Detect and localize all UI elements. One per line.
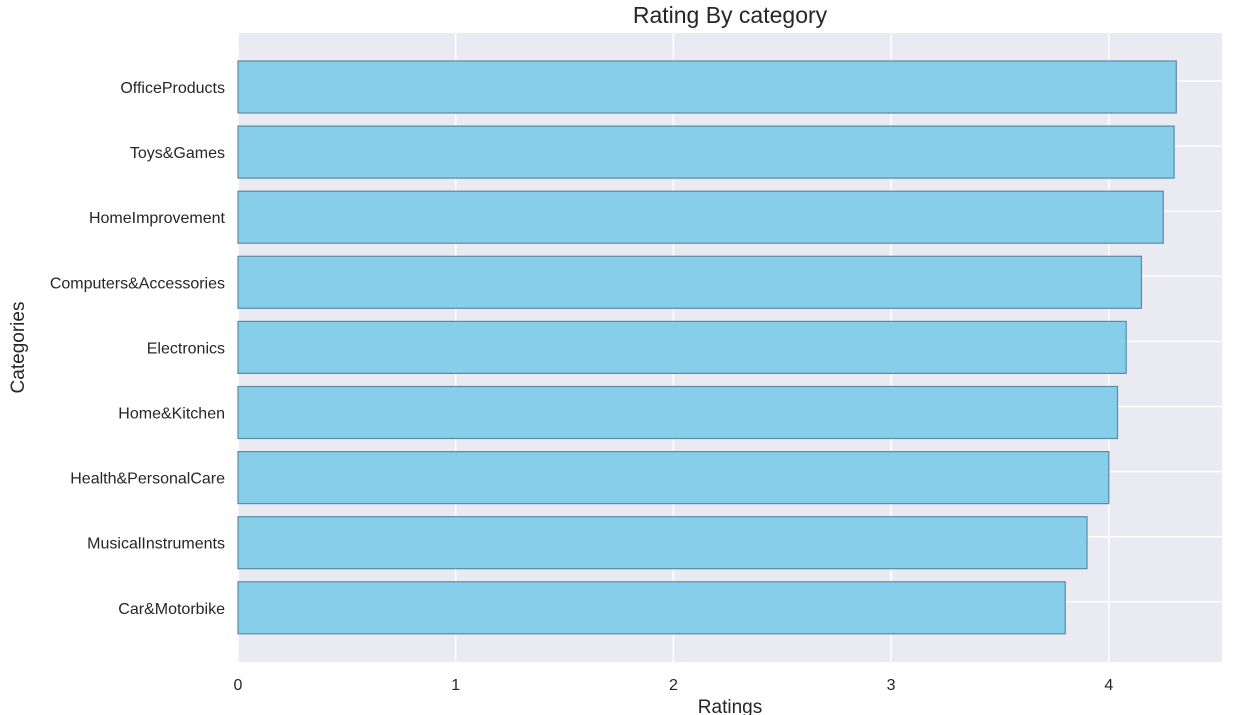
y-tick-label: Electronics bbox=[147, 340, 225, 357]
bar-electronics bbox=[237, 320, 1127, 374]
y-tick-label: Computers&Accessories bbox=[50, 275, 225, 292]
y-tick-label: Health&PersonalCare bbox=[70, 471, 225, 488]
x-tick-label: 0 bbox=[234, 677, 243, 694]
y-tick-label: Toys&Games bbox=[130, 145, 225, 162]
bar-homeimprovement bbox=[237, 190, 1164, 244]
bar-officeproducts bbox=[237, 60, 1177, 114]
bar-home-kitchen bbox=[237, 385, 1119, 440]
bar-toys-games bbox=[237, 125, 1175, 179]
x-tick-label: 1 bbox=[451, 677, 460, 694]
y-tick-label: Car&Motorbike bbox=[118, 601, 225, 618]
x-axis-label: Ratings bbox=[698, 697, 762, 715]
bar-musicalinstruments bbox=[237, 516, 1088, 570]
x-tick-label: 3 bbox=[887, 677, 896, 694]
y-tick-labels: OfficeProducts Toys&Games HomeImprovement C… bbox=[50, 80, 226, 618]
x-tick-label: 2 bbox=[669, 677, 678, 694]
y-tick-label: OfficeProducts bbox=[120, 80, 225, 97]
y-axis-label: Categories bbox=[8, 302, 29, 394]
bar-health-personalcare bbox=[237, 451, 1110, 505]
y-tick-label: HomeImprovement bbox=[89, 210, 226, 227]
bars-group bbox=[237, 60, 1177, 635]
bar-car-motorbike bbox=[237, 581, 1066, 635]
x-tick-labels: 0 1 2 3 4 bbox=[234, 677, 1114, 694]
y-tick-label: MusicalInstruments bbox=[87, 536, 225, 553]
x-tick-label: 4 bbox=[1104, 677, 1113, 694]
bar-computers-accessories bbox=[237, 255, 1143, 309]
chart-title: Rating By category bbox=[633, 2, 828, 28]
y-tick-label: Home&Kitchen bbox=[118, 406, 225, 423]
